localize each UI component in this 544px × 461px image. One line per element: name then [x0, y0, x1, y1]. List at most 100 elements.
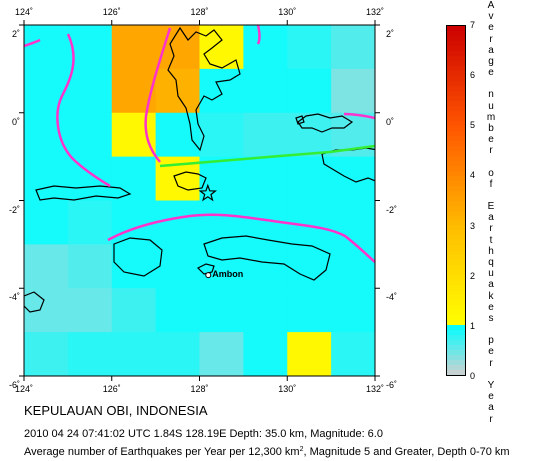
color-scale-segment [447, 240, 465, 246]
color-scale-segment [447, 295, 465, 301]
heatmap-cell [243, 288, 288, 333]
color-scale-segment [447, 115, 465, 121]
color-scale-segment [447, 230, 465, 236]
legend-title-letter: r [489, 33, 493, 45]
color-scale-segment [447, 335, 465, 341]
color-scale-tick-label: 7 [470, 20, 476, 30]
legend-title-letter: g [488, 56, 494, 68]
color-scale-segment [447, 160, 465, 166]
color-scale-tick-label: 0 [470, 371, 476, 381]
color-scale-segment [447, 90, 465, 96]
heatmap-cell [155, 332, 200, 376]
map-markers [198, 183, 218, 279]
legend-title-letter: h [488, 245, 494, 257]
legend-title-letter: a [488, 212, 494, 224]
color-scale-segment [447, 85, 465, 91]
legend-title-letter: u [488, 100, 494, 112]
plate-boundary-north [256, 25, 261, 45]
heatmap-cell [331, 68, 375, 114]
color-scale-tick-label: 5 [470, 120, 476, 131]
legend-title-letter: e [488, 301, 494, 313]
legend-title-letter: a [488, 402, 494, 414]
region-title: KEPULAUAN OBI, INDONESIA [24, 403, 208, 418]
lat-label-left: 0˚ [11, 116, 20, 127]
heatmap-cell [287, 332, 332, 376]
heatmap-cell [287, 112, 332, 158]
legend-title-letter: r [489, 413, 493, 425]
legend-title-letter: e [488, 22, 494, 34]
heatmap-cell [331, 25, 375, 70]
color-scale-segment [447, 150, 465, 156]
coastline-sula [35, 185, 132, 201]
city-label-ambon: Ambon [212, 269, 244, 280]
heatmap-cell [287, 244, 332, 289]
coastline-waigeo [297, 113, 354, 133]
color-scale-segment [447, 340, 465, 346]
coastline-buru [113, 237, 163, 277]
color-scale-segment [447, 275, 465, 281]
color-scale-segment [447, 360, 465, 366]
map-caption: Average number of Earthquakes per Year p… [24, 446, 510, 458]
legend-title-letter: e [488, 346, 494, 358]
color-scale-segment [447, 320, 465, 326]
lon-label-top: 124˚ [14, 7, 34, 17]
color-scale-segment [447, 285, 465, 291]
color-scale-segment [447, 105, 465, 111]
color-scale-segment [447, 125, 465, 131]
lat-label-right: 2˚ [386, 29, 395, 39]
color-scale-segment [447, 185, 465, 191]
color-scale-tick-label: 6 [470, 70, 476, 81]
legend-title-letter: e [488, 134, 494, 146]
heatmap-cell [287, 156, 332, 201]
heatmap-cell [243, 25, 288, 70]
color-scale-segment [447, 365, 465, 371]
color-scale-segment [447, 215, 465, 221]
heatmap-cell [243, 332, 288, 376]
heatmap-cell [287, 68, 332, 114]
lon-label-top: 132˚ [365, 7, 385, 17]
color-scale-segment [447, 165, 465, 171]
color-scale-segment [447, 260, 465, 266]
legend-title-letter: v [488, 11, 494, 23]
heatmap-cell [111, 68, 157, 114]
heatmap-cell [67, 25, 113, 70]
color-scale-segment [447, 100, 465, 106]
color-scale-segment [447, 205, 465, 211]
color-scale-segment [447, 325, 465, 331]
plate-boundaries [24, 25, 375, 263]
legend-title-letter: o [488, 167, 494, 179]
legend-title-letter: s [488, 313, 494, 325]
legend-title-letter: r [489, 145, 493, 157]
heatmap-cell [155, 200, 200, 245]
lon-label-bottom: 124˚ [14, 384, 34, 394]
color-scale-tick-label: 2 [470, 270, 476, 281]
color-scale-segment [447, 41, 465, 47]
color-scale-segment [447, 370, 465, 375]
plate-boundary-sangihe [56, 33, 111, 188]
color-scale-segment [447, 145, 465, 151]
color-scale-bar [446, 25, 466, 376]
color-scale-segment [447, 280, 465, 286]
heatmap-cell [67, 288, 113, 333]
lat-label-left: 2˚ [11, 29, 20, 39]
plate-boundary-seram-trough [107, 213, 375, 263]
heatmap-cell [155, 244, 200, 289]
lat-label-right: -2˚ [386, 204, 397, 215]
legend-title-letter: r [489, 357, 493, 369]
color-scale-segment [447, 140, 465, 146]
color-scale-segment [447, 250, 465, 256]
star-icon [198, 183, 218, 202]
lat-label-right: -4˚ [386, 292, 397, 303]
color-scale-segment [447, 235, 465, 241]
color-scale-segment [447, 46, 465, 52]
color-scale-segment [447, 51, 465, 56]
color-scale-segment [447, 220, 465, 226]
legend-title-letter: q [488, 257, 494, 269]
color-scale-segment [447, 110, 465, 116]
color-scale-segment [447, 345, 465, 351]
